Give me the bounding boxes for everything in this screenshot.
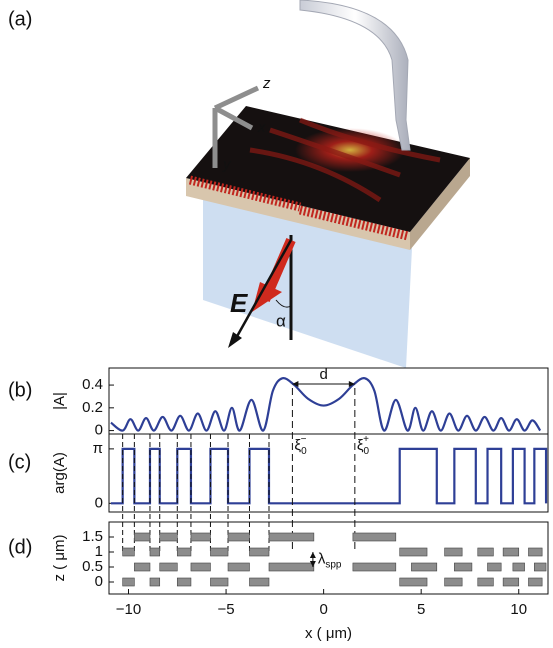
subscript: 0 (364, 446, 370, 457)
illustration: z x y E α (186, 0, 470, 368)
segment (123, 548, 135, 556)
x-tick-label: 10 (510, 601, 527, 618)
x-axis-label: x ( μm) (305, 625, 352, 642)
figure: (a) z x y E α (b)|A|00.20.4d(c)arg(A)0πξ… (0, 0, 553, 648)
segment (400, 548, 427, 556)
y-tick-label: 0 (95, 573, 103, 590)
segment (134, 563, 150, 571)
segment (534, 563, 546, 571)
x-tick-label: 0 (319, 601, 327, 618)
axis-letter: x (257, 119, 266, 136)
segment (177, 548, 191, 556)
segment (503, 548, 519, 556)
segment (134, 533, 150, 541)
y-axis-label: |A| (51, 392, 68, 410)
symbol-label: ξ0− (294, 434, 307, 457)
y-tick-label: 1.5 (82, 528, 103, 545)
segment (177, 578, 191, 586)
plot-frame (109, 434, 548, 512)
y-tick-label: 0.2 (82, 399, 103, 416)
segment (150, 578, 160, 586)
panel-label: (d) (8, 536, 32, 558)
subscript: 0 (301, 446, 307, 457)
y-tick-label: 0.4 (82, 376, 103, 393)
data-line (111, 449, 546, 503)
superscript: + (363, 434, 369, 445)
segment (411, 563, 436, 571)
segment (249, 578, 269, 586)
segment (150, 548, 160, 556)
segment (269, 533, 314, 541)
segment (191, 533, 211, 541)
subscript: spp (325, 559, 342, 570)
symbol-label: ξ0+ (357, 434, 370, 457)
segment (478, 548, 494, 556)
y-axis-label: z ( μm) (51, 535, 68, 582)
y-tick-label: 1 (95, 543, 103, 560)
panel-label: (a) (8, 8, 32, 30)
segment (445, 548, 463, 556)
segment (249, 548, 269, 556)
distance-label: d (319, 366, 327, 383)
segment (123, 578, 135, 586)
segment (160, 563, 178, 571)
segment (528, 548, 542, 556)
segment (353, 563, 396, 571)
y-tick-label: π (93, 440, 103, 457)
segment (210, 578, 228, 586)
angle-label: α (276, 311, 286, 330)
x-tick-label: −10 (116, 601, 141, 618)
segment (528, 578, 542, 586)
segment (503, 578, 519, 586)
segment (353, 533, 396, 541)
symbol-label: λspp (318, 550, 342, 570)
pol-arrowhead (228, 332, 242, 348)
y-tick-label: 0 (95, 494, 103, 511)
segment (191, 563, 211, 571)
segment (160, 533, 178, 541)
superscript: − (301, 434, 307, 445)
data-line (111, 378, 540, 431)
y-tick-label: 0.5 (82, 558, 103, 575)
segment (269, 563, 314, 571)
y-tick-label: 0 (95, 422, 103, 439)
segment (210, 548, 228, 556)
segment (400, 578, 427, 586)
x-tick-label: −5 (218, 601, 235, 618)
segment (488, 563, 502, 571)
panel-label: (b) (8, 379, 32, 401)
panel-label: (c) (8, 451, 31, 473)
segment (228, 563, 249, 571)
segment (478, 578, 494, 586)
segment (445, 578, 463, 586)
segment (228, 533, 249, 541)
axis-letter: z (262, 75, 271, 92)
field-label: E (230, 288, 248, 318)
segment (513, 563, 525, 571)
segment (454, 563, 472, 571)
y-axis-label: arg(A) (51, 452, 68, 494)
x-tick-label: 5 (417, 601, 425, 618)
